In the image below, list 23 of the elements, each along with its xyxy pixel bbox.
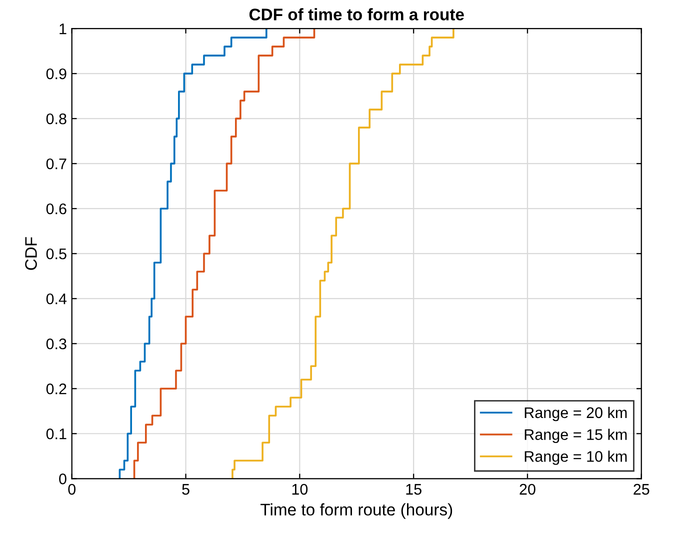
y-axis-title: CDF <box>25 237 37 270</box>
chart-title: CDF of time to form a route <box>249 8 464 20</box>
y-tick-label: 0.5 <box>46 248 66 260</box>
legend-label: Range = 15 km <box>524 428 627 443</box>
legend-label: Range = 10 km <box>524 450 627 465</box>
y-tick-label: 0.9 <box>46 68 66 80</box>
x-tick-label: 0 <box>68 484 76 495</box>
x-tick-label: 20 <box>520 484 536 495</box>
y-tick-label: 0.8 <box>46 113 66 124</box>
y-tick-label: 1 <box>60 24 66 34</box>
y-tick-label: 0.2 <box>46 383 66 394</box>
y-tick-label: 0.6 <box>46 203 66 214</box>
y-tick-label: 0.7 <box>46 158 66 170</box>
x-axis-title: Time to form route (hours) <box>260 503 452 519</box>
x-tick-label: 5 <box>182 484 190 495</box>
y-tick-label: 0.4 <box>46 293 67 304</box>
x-tick-label: 25 <box>634 484 650 495</box>
x-tick-label: 15 <box>406 484 422 495</box>
y-tick-label: 0.1 <box>46 428 66 440</box>
y-tick-label: 0 <box>59 474 66 484</box>
x-tick-label: 10 <box>292 484 308 495</box>
legend-label: Range = 20 km <box>524 406 627 422</box>
y-tick-label: 0.3 <box>46 338 66 350</box>
